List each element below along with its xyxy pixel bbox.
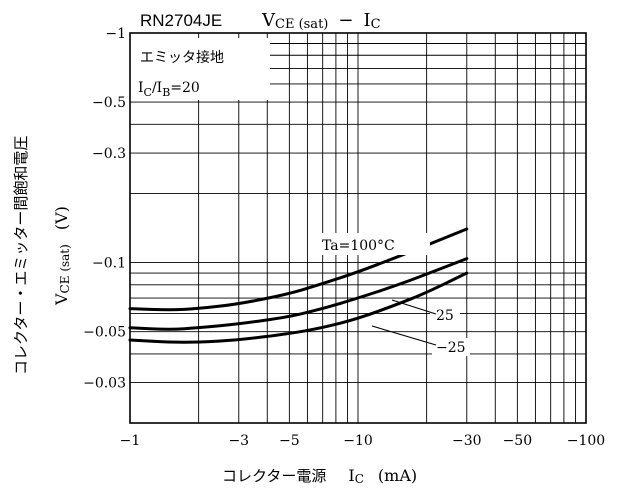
- condition-emitter-grounded: エミッタ接地: [140, 49, 224, 66]
- y-tick-label: −0.3: [92, 146, 126, 162]
- y-tick-label: −0.1: [92, 256, 126, 272]
- y-tick-label: −0.5: [92, 95, 126, 111]
- leader-25: [391, 299, 437, 315]
- series-curve-2: [128, 271, 469, 344]
- x-tick-label: −100: [567, 433, 605, 449]
- series-curve-1: [128, 257, 469, 331]
- y-tick-label: −0.05: [83, 325, 126, 341]
- x-tick-label: −10: [343, 433, 373, 449]
- series-label-100: Ta=100°C: [322, 238, 395, 254]
- part-number: RN2704JE: [140, 11, 222, 30]
- chart-title: VCE (sat) − IC: [261, 10, 381, 32]
- condition-ratio: IC/IB=20: [138, 80, 200, 99]
- ta-label-bg: [318, 233, 430, 255]
- x-tick-label: −1: [120, 433, 141, 449]
- x-tick-label: −50: [503, 433, 533, 449]
- x-axis-label: コレクター電源 IC (mA): [222, 466, 417, 486]
- x-tick-label: −5: [279, 433, 300, 449]
- series-label-minus25: −25: [436, 340, 466, 356]
- leader-minus25: [371, 325, 437, 346]
- series-label-25: 25: [436, 308, 454, 324]
- y-axis-label: VCE (sat)(V): [52, 206, 72, 306]
- tick-labels: −1 −3 −5 −10 −30 −50 −100 −1 −0.5 −0.3 −0.1 −0.05 −0…: [83, 26, 605, 449]
- condition-box: [130, 38, 270, 100]
- x-tick-label: −30: [452, 433, 482, 449]
- y-tick-label: −1: [105, 26, 126, 42]
- y-axis-label-jp: コレクター・エミッター間飽和電圧: [12, 136, 30, 375]
- label-25-bg: [430, 306, 460, 324]
- y-tick-label: −0.03: [83, 376, 126, 392]
- label-leaders: [371, 299, 437, 346]
- plot-border: [129, 32, 587, 424]
- plot-frame: [129, 32, 587, 424]
- label-m25-bg: [432, 338, 470, 356]
- x-tick-label: −3: [228, 433, 249, 449]
